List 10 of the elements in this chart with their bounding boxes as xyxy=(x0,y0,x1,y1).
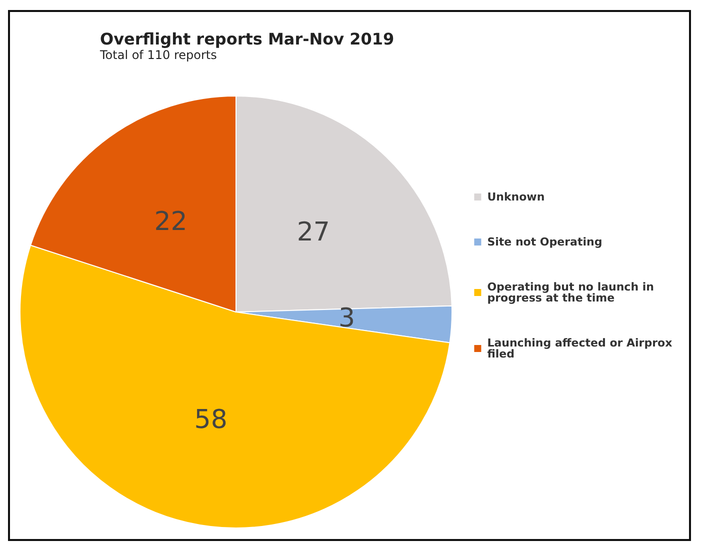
legend-label: Launching affected or Airprox filed xyxy=(487,336,676,360)
chart-subtitle: Total of 110 reports xyxy=(99,48,217,62)
data-label: 58 xyxy=(194,405,228,436)
legend-label: Site not Operating xyxy=(487,236,602,248)
data-label: 22 xyxy=(154,207,188,238)
data-label: 27 xyxy=(296,217,330,248)
data-label: 3 xyxy=(338,303,356,334)
chart-title: Overflight reports Mar-Nov 2019 xyxy=(100,30,394,48)
legend-label: Unknown xyxy=(487,190,545,204)
legend-label: Operating but no launch in progress at the time xyxy=(487,280,658,304)
